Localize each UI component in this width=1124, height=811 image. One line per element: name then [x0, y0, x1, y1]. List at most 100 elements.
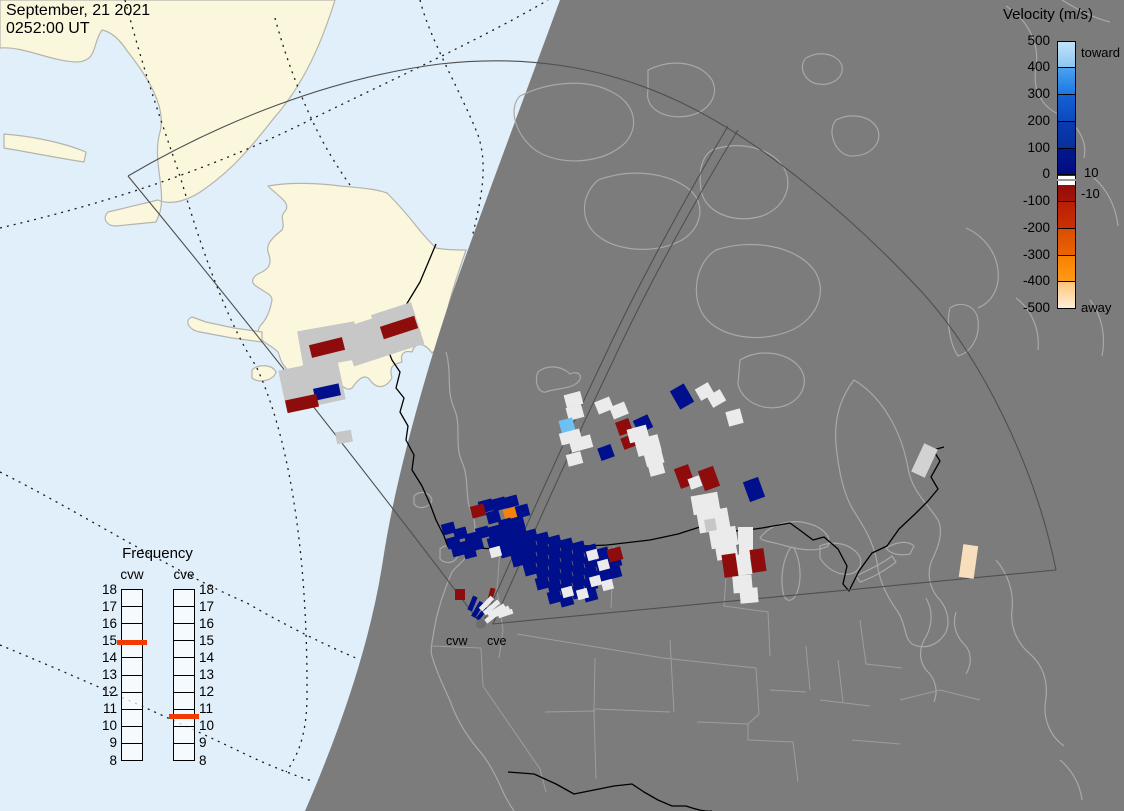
date-text: September, 21 2021: [6, 2, 151, 19]
velocity-cell: [570, 551, 587, 567]
alaska-peninsula: [187, 316, 263, 343]
frequency-scale-label: 13: [199, 667, 215, 682]
colorbar-segment: [1057, 201, 1076, 229]
map-radar-label-cvw: cvw: [446, 634, 468, 648]
frequency-legend-title: Frequency: [122, 545, 193, 562]
arctic-island: [646, 62, 716, 118]
velocity-cell: [440, 521, 457, 536]
frequency-scale-line: [121, 674, 143, 676]
map-radar-label-cve: cve: [487, 634, 507, 648]
ground-scatter-cell: [565, 404, 585, 421]
velocity-cell: [606, 546, 624, 563]
data-cells-layer: [278, 302, 979, 624]
frequency-scale-line: [173, 674, 195, 676]
colorbar-tick-label: -200: [1022, 219, 1050, 235]
frequency-scale-line: [121, 657, 143, 659]
velocity-cell: [498, 543, 515, 559]
ground-scatter-cell: [484, 612, 497, 624]
velocity-cell: [546, 578, 563, 594]
colorbar-segment: [1057, 120, 1076, 149]
greenland-coast: [1061, 0, 1111, 23]
frequency-marker-cvw: [117, 640, 147, 646]
ground-scatter-cell: [575, 587, 590, 601]
ground-scatter-cell: [488, 545, 503, 559]
velocity-cell: [669, 383, 695, 410]
colorbar-segment: [1057, 254, 1076, 283]
ground-scatter-cell: [492, 605, 511, 618]
state-line: [837, 659, 844, 703]
colorbar-tick-label: -400: [1022, 273, 1050, 289]
california-coast: [431, 655, 515, 811]
velocity-cell: [958, 544, 979, 579]
state-line: [696, 721, 799, 783]
frequency-scale-line: [121, 606, 143, 608]
arctic-island: [695, 243, 821, 339]
ground-scatter-cell: [596, 558, 611, 572]
ground-scatter-cell: [911, 443, 938, 478]
state-line: [662, 657, 757, 669]
frequency-scale-label: 8: [109, 752, 117, 768]
frequency-scale-label: 8: [199, 752, 207, 768]
velocity-cell: [498, 532, 515, 548]
ground-scatter-cell: [739, 587, 759, 604]
ground-scatter-cell: [563, 391, 584, 408]
velocity-cell: [510, 541, 527, 557]
velocity-cell: [742, 476, 766, 503]
ground-scatter-cell: [609, 401, 629, 420]
graticule-parallel: [0, 0, 549, 229]
ground-scatter-cell: [704, 518, 717, 532]
lake-superior: [759, 521, 830, 551]
frequency-scale-line: [121, 691, 143, 693]
state-line: [851, 739, 901, 745]
velocity-cell: [474, 525, 491, 540]
lake-huron: [819, 542, 862, 575]
frequency-scale-label: 14: [101, 649, 117, 665]
us-mexico-border: [507, 771, 712, 811]
away-label: away: [1081, 300, 1112, 315]
velocity-cell: [486, 524, 503, 540]
foxe-basin-coast: [965, 227, 999, 309]
velocity-cell: [534, 553, 551, 569]
velocity-cell: [534, 531, 551, 547]
velocity-cell: [510, 530, 527, 546]
lake-ontario: [885, 541, 915, 556]
velocity-cell: [450, 544, 466, 558]
colorbar-segment: [1057, 147, 1076, 176]
atlantic-coast: [1059, 759, 1083, 801]
colorbar-zero-line: [1057, 179, 1076, 182]
frequency-column-header-cve: cve: [173, 567, 195, 582]
frequency-scale-label: 9: [199, 735, 207, 751]
east-coast: [919, 597, 937, 703]
velocity-cell: [471, 600, 484, 619]
time-text: 0252:00 UT: [6, 20, 90, 37]
frequency-scale-line: [173, 708, 195, 710]
velocity-cell: [308, 337, 346, 358]
velocity-cell: [379, 315, 419, 340]
velocity-cell: [485, 509, 502, 525]
ground-scatter-cell: [568, 434, 594, 453]
state-line: [669, 639, 675, 713]
frequency-scale-line: [173, 640, 195, 642]
state-line: [430, 645, 482, 649]
velocity-cell: [721, 553, 739, 578]
velocity-cell: [606, 564, 623, 580]
velocity-cell: [522, 528, 539, 544]
frequency-scale-line: [121, 742, 143, 744]
velocity-cell: [558, 548, 575, 564]
lake-erie: [855, 555, 897, 583]
velocity-cell: [522, 539, 539, 555]
labrador-coast: [1089, 299, 1105, 357]
colorbar-tick-label: -500: [1022, 300, 1050, 315]
colorbar-tick-label: -100: [1022, 193, 1050, 208]
ground-scatter-cell: [588, 574, 603, 588]
ground-scatter-cell: [647, 461, 666, 477]
frequency-scale-label: 12: [101, 684, 117, 700]
velocity-cell: [514, 503, 531, 519]
state-line: [544, 710, 596, 713]
state-line: [769, 689, 807, 693]
colorbar-tick-label: 300: [1027, 86, 1050, 101]
fov-east-edge: [491, 569, 1057, 625]
frequency-scale-line: [173, 742, 195, 744]
frequency-scale-line: [173, 606, 195, 608]
